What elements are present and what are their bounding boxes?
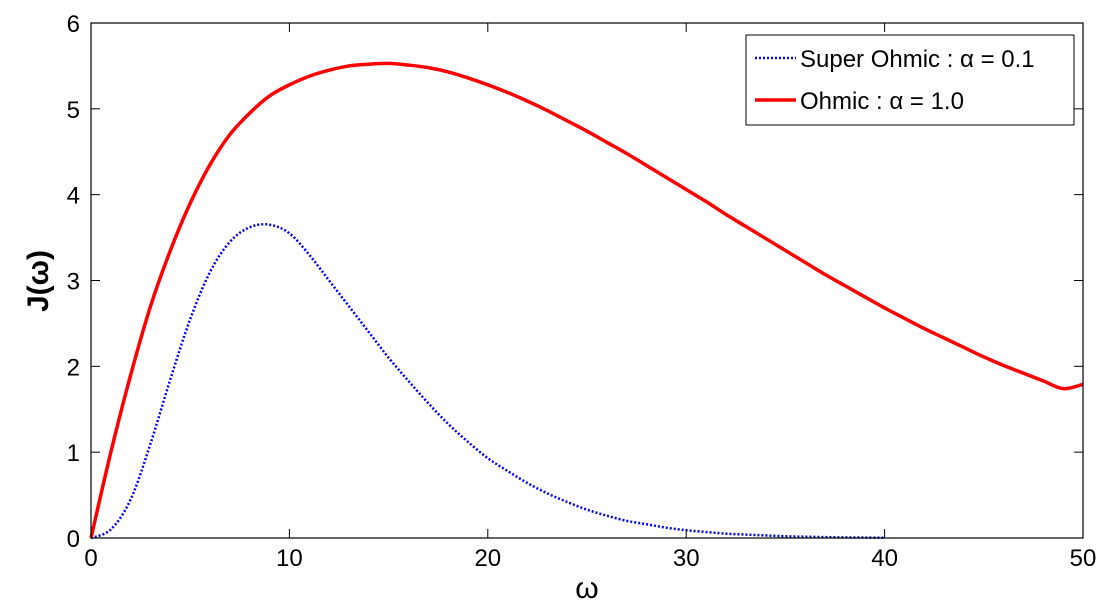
x-tick-label: 20 xyxy=(474,545,501,572)
x-tick-label: 40 xyxy=(871,545,898,572)
legend-label-ohmic: Ohmic : α = 1.0 xyxy=(800,88,964,115)
y-tick-label: 0 xyxy=(67,526,80,553)
y-tick-label: 2 xyxy=(67,354,80,381)
series-layer xyxy=(89,61,1084,540)
y-tick-label: 3 xyxy=(67,269,80,296)
ticks-layer: 0 10 20 30 40 50 0 1 2 3 4 5 6 xyxy=(67,11,1097,572)
y-tick-label: 5 xyxy=(67,97,80,124)
series-line-ohmic xyxy=(89,61,1084,539)
y-tick-label: 4 xyxy=(67,183,80,210)
y-tick-label: 1 xyxy=(67,440,80,467)
series-line-super-ohmic xyxy=(90,223,885,540)
legend-label-super-ohmic: Super Ohmic : α = 0.1 xyxy=(800,46,1035,73)
y-axis-label: J(ω) xyxy=(22,250,55,312)
y-tick-label: 6 xyxy=(67,11,80,38)
x-tick-label: 30 xyxy=(673,545,700,572)
x-tick-label: 50 xyxy=(1070,545,1097,572)
legend-box xyxy=(745,34,1075,126)
x-tick-label: 0 xyxy=(84,545,97,572)
legend: Super Ohmic : α = 0.1 Ohmic : α = 1.0 xyxy=(745,34,1075,126)
x-tick-label: 10 xyxy=(276,545,303,572)
x-axis-label: ω xyxy=(575,572,598,605)
